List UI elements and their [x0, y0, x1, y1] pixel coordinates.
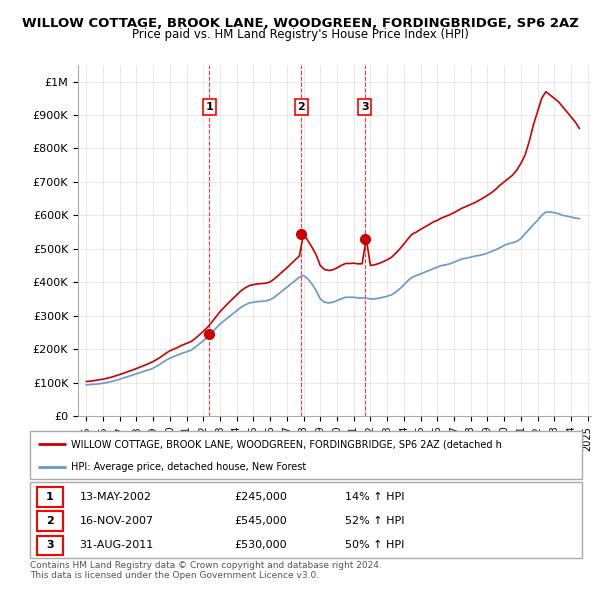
Text: 3: 3 [361, 102, 368, 112]
Bar [37, 487, 63, 507]
Text: HPI: Average price, detached house, New Forest: HPI: Average price, detached house, New … [71, 462, 307, 472]
Text: WILLOW COTTAGE, BROOK LANE, WOODGREEN, FORDINGBRIDGE, SP6 2AZ (detached h: WILLOW COTTAGE, BROOK LANE, WOODGREEN, F… [71, 439, 502, 449]
Text: This data is licensed under the Open Government Licence v3.0.: This data is licensed under the Open Gov… [30, 571, 319, 580]
Text: £545,000: £545,000 [234, 516, 287, 526]
Text: 13-MAY-2002: 13-MAY-2002 [80, 492, 152, 502]
Text: WILLOW COTTAGE, BROOK LANE, WOODGREEN, FORDINGBRIDGE, SP6 2AZ: WILLOW COTTAGE, BROOK LANE, WOODGREEN, F… [22, 17, 578, 30]
Text: £245,000: £245,000 [234, 492, 287, 502]
Text: 16-NOV-2007: 16-NOV-2007 [80, 516, 154, 526]
Text: 14% ↑ HPI: 14% ↑ HPI [344, 492, 404, 502]
Text: 1: 1 [205, 102, 213, 112]
Text: 31-AUG-2011: 31-AUG-2011 [80, 540, 154, 550]
Text: Contains HM Land Registry data © Crown copyright and database right 2024.: Contains HM Land Registry data © Crown c… [30, 560, 382, 569]
Text: 1: 1 [46, 492, 54, 502]
Text: 2: 2 [298, 102, 305, 112]
Text: 50% ↑ HPI: 50% ↑ HPI [344, 540, 404, 550]
Bar [37, 536, 63, 555]
Text: Price paid vs. HM Land Registry's House Price Index (HPI): Price paid vs. HM Land Registry's House … [131, 28, 469, 41]
Text: £530,000: £530,000 [234, 540, 287, 550]
Text: 52% ↑ HPI: 52% ↑ HPI [344, 516, 404, 526]
Text: 3: 3 [46, 540, 53, 550]
Bar [37, 512, 63, 531]
Text: 2: 2 [46, 516, 54, 526]
